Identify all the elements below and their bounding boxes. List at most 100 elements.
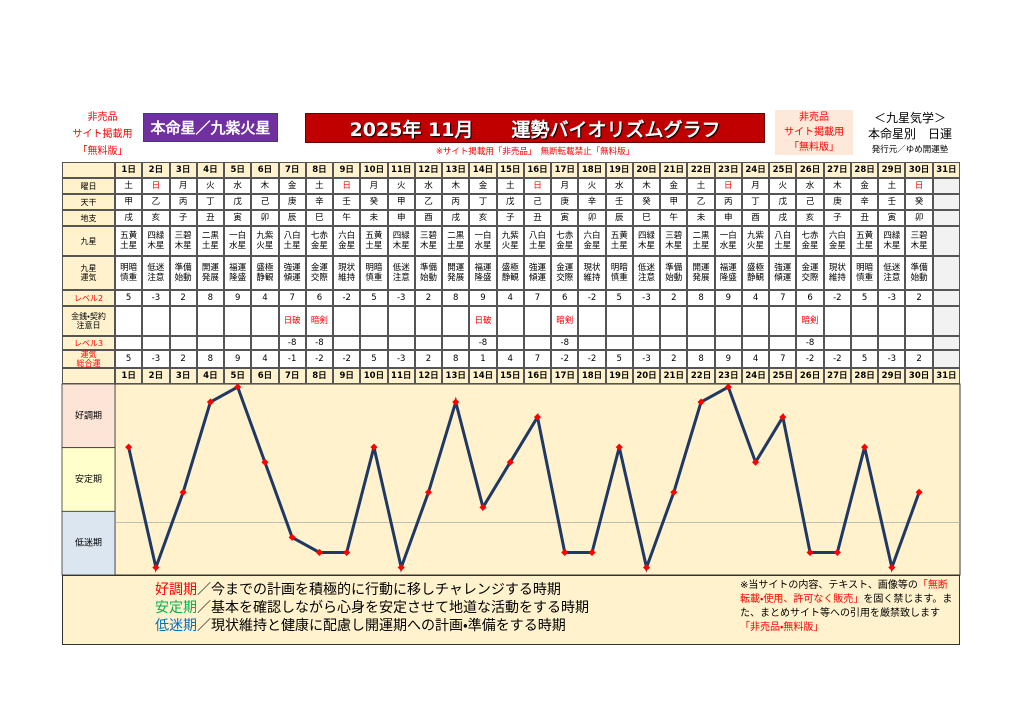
right-notice: 非売品 サイト掲載用 「無料版」 (775, 110, 853, 155)
table-cell: 5 (360, 350, 388, 368)
table-cell: 巳 (305, 210, 334, 226)
table-cell (578, 336, 606, 350)
row-label: 九星 (62, 226, 115, 256)
table-cell (823, 336, 851, 350)
table-cell: 明暗 慎重 (850, 256, 879, 290)
table-cell: 七赤 金星 (551, 226, 579, 256)
day-header: 30日 (905, 162, 933, 178)
table-cell (196, 306, 225, 336)
day-footer: 12日 (414, 368, 443, 384)
day-footer: 29日 (878, 368, 906, 384)
table-cell: 2 (414, 290, 443, 306)
table-cell: 強運 傾運 (278, 256, 306, 290)
left-notice: 非売品 サイト掲載用 「無料版」 (65, 109, 140, 160)
table-cell: 月 (360, 178, 388, 194)
table-cell: 日 (714, 178, 742, 194)
band-bg (61, 383, 116, 449)
marker (506, 458, 514, 466)
marker (397, 563, 405, 572)
table-cell (932, 306, 960, 336)
table-cell: 八白 土星 (769, 226, 797, 256)
table-cell: 7 (769, 290, 797, 306)
table-cell (932, 194, 960, 210)
table-cell: 暗剣 (796, 306, 824, 336)
table-cell: 七赤 金星 (796, 226, 824, 256)
table-cell: 金運 交際 (551, 256, 579, 290)
table-cell: 低迷 注意 (387, 256, 415, 290)
band-bg (61, 510, 116, 576)
marker (861, 443, 869, 451)
table-cell: 5 (360, 290, 388, 306)
table-cell: 2 (905, 350, 933, 368)
table-cell (578, 306, 606, 336)
table-cell (687, 306, 715, 336)
table-cell: 8 (442, 350, 470, 368)
table-cell: 寅 (224, 210, 252, 226)
brand-line: 発行元／ゆめ開運塾 (871, 145, 949, 155)
day-footer: 7日 (278, 368, 306, 384)
day-footer: 19日 (605, 368, 633, 384)
day-header: 10日 (360, 162, 388, 178)
table-cell: 4 (496, 350, 524, 368)
day-footer: 15日 (496, 368, 524, 384)
table-cell: 四緑 木星 (632, 226, 661, 256)
table-cell: 水 (605, 178, 633, 194)
day-header: 28日 (850, 162, 879, 178)
table-cell: -2 (823, 290, 851, 306)
table-cell: 甲 (115, 194, 143, 210)
table-cell (769, 306, 797, 336)
table-cell: -3 (878, 290, 906, 306)
table-cell: 日 (905, 178, 933, 194)
table-cell (769, 336, 797, 350)
brand-line: ＜九星気学＞ (873, 111, 946, 125)
table-cell (414, 306, 443, 336)
table-cell (496, 306, 524, 336)
table-cell: 四緑 木星 (878, 226, 906, 256)
table-cell: 4 (741, 350, 770, 368)
table-cell: 2 (660, 290, 688, 306)
day-header: 1日 (115, 162, 143, 178)
table-cell (932, 290, 960, 306)
table-cell: 火 (578, 178, 606, 194)
table-cell: 戌 (115, 210, 143, 226)
table-cell: 一白 水星 (469, 226, 497, 256)
table-cell: 8 (687, 350, 715, 368)
table-cell: 開運 発展 (442, 256, 470, 290)
table-cell (115, 336, 143, 350)
note-part: を固く禁じます。また、まとめサイト等への引用を厳禁致します (740, 594, 953, 619)
table-cell: 8 (196, 350, 225, 368)
table-cell: 4 (251, 350, 279, 368)
legend-line: 好調期／今までの計画を積極的に行動に移しチャレンジする時期 (155, 581, 589, 599)
legend-line: 安定期／基本を確認しながら心身を安定させて地道な活動をする時期 (155, 599, 589, 617)
table-cell: 金運 交際 (305, 256, 334, 290)
table-cell: 日破 (278, 306, 306, 336)
table-cell: 強運 傾運 (769, 256, 797, 290)
brand: ＜九星気学＞ 本命星別 日運 発行元／ゆめ開運塾 (855, 110, 965, 158)
table-cell: 癸 (360, 194, 388, 210)
marker (533, 413, 542, 421)
table-cell: 5 (605, 290, 633, 306)
table-cell: 9 (714, 350, 742, 368)
table-cell: -3 (142, 350, 170, 368)
plot-area (114, 383, 961, 576)
table-cell: 現状 維持 (333, 256, 361, 290)
table-cell: 7 (523, 290, 552, 306)
honmei-box: 本命星／九紫火星 (143, 113, 278, 142)
table-cell: 亥 (796, 210, 824, 226)
table-cell: 水 (414, 178, 443, 194)
table-cell: 水 (224, 178, 252, 194)
table-cell: 乙 (414, 194, 443, 210)
table-cell: 金 (469, 178, 497, 194)
table-cell (741, 306, 770, 336)
day-header: 21日 (660, 162, 688, 178)
marker (125, 443, 133, 451)
table-cell: -2 (796, 350, 824, 368)
legend-term: 好調期 (155, 582, 197, 598)
marker (561, 548, 569, 556)
marker (670, 488, 678, 496)
table-cell: 2 (660, 350, 688, 368)
note-part: 「無断転載・使用、許可なく販売」 (740, 580, 948, 605)
table-cell: 5 (115, 350, 143, 368)
table-cell: 8 (442, 290, 470, 306)
table-cell: 一白 水星 (714, 226, 742, 256)
